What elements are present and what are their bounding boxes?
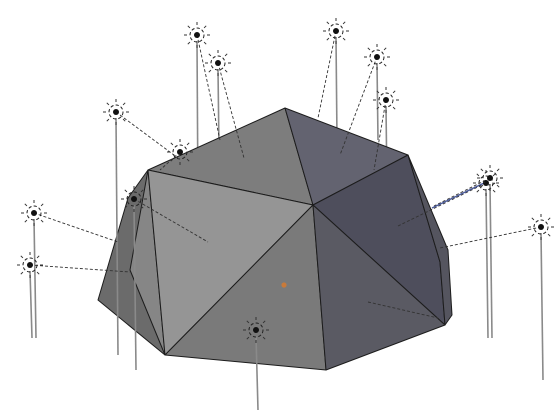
lamp-ray [367,301,439,319]
point-lamp-icon[interactable] [373,87,399,113]
mesh-object[interactable] [97,107,453,371]
lamp-stalk [133,204,137,371]
lamp-ray [397,182,487,227]
lamp-ray [339,56,378,156]
lamp-stalk [217,68,220,151]
point-lamp-icon[interactable] [184,22,210,48]
lamp-ray [33,212,119,243]
lamp-ray [159,151,181,171]
object-origin-marker [281,282,287,288]
lamp-ray [373,99,387,171]
lamp-ray [439,226,542,249]
lamp-stalk [33,218,37,339]
point-lamp-icon[interactable] [323,18,349,44]
point-lamp-icon[interactable] [528,214,554,240]
lamp-ray [29,264,131,273]
lamp-objects[interactable] [17,18,554,343]
lamp-stalk [255,335,259,411]
point-lamp-icon[interactable] [121,186,147,212]
lamp-stalk [485,188,489,339]
point-lamp-icon[interactable] [103,99,129,125]
lamp-ray [196,34,221,141]
lamp-ray [217,62,245,159]
lamp-stalk [115,117,119,356]
lamp-stalk [335,36,338,141]
lamp-ray [115,111,179,159]
lamp-stalk [489,183,493,339]
lamp-stalks-front [29,117,544,411]
point-lamp-icon[interactable] [364,44,390,70]
mesh-face-right-lower[interactable] [407,154,453,326]
selected-lamp-link [431,182,485,209]
mesh-face-front-right[interactable] [312,204,446,371]
point-lamp-icon[interactable] [243,317,269,343]
point-lamp-icon[interactable] [205,50,231,76]
point-lamp-icon[interactable] [17,252,43,278]
point-lamp-icon[interactable] [477,165,503,191]
lamp-stalk [29,270,33,339]
lamp-ray [433,177,491,207]
lamp-stalk [376,62,379,141]
point-lamp-icon[interactable] [21,200,47,226]
lamp-rays [29,30,542,319]
lamp-stalk [540,232,544,381]
lamp-ray [133,198,209,243]
point-lamp-icon[interactable] [167,139,193,165]
lamp-ray [317,30,337,119]
